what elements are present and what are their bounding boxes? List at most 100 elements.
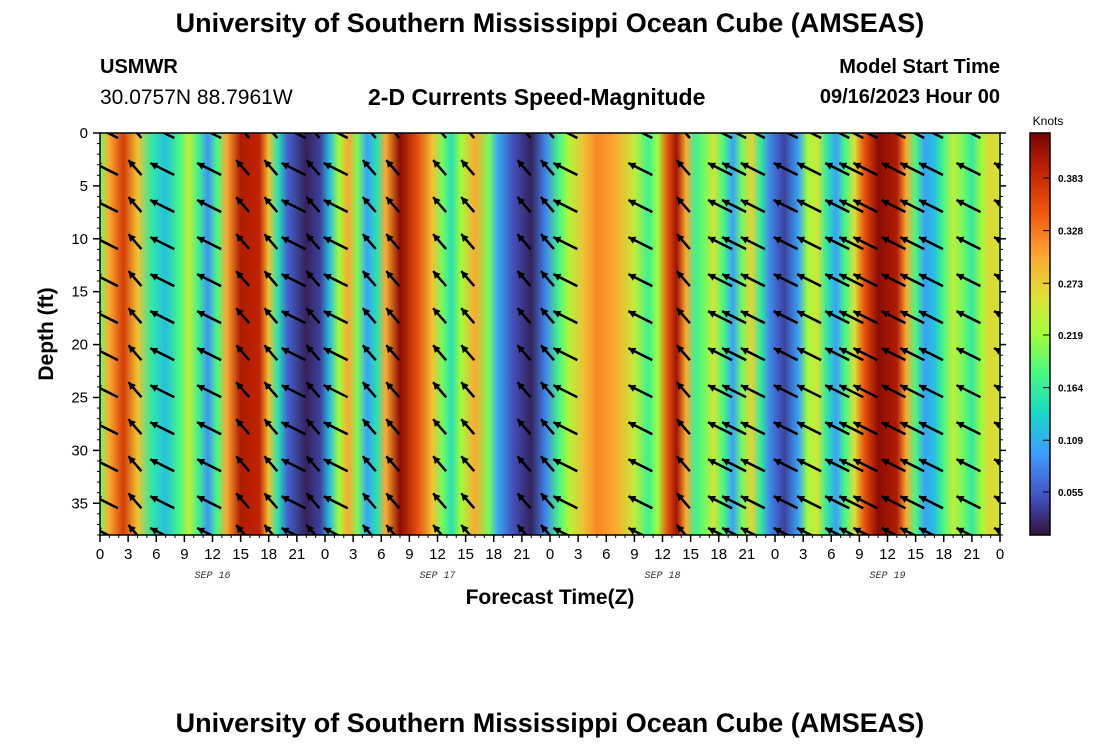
current-vector-arrow — [323, 161, 349, 177]
x-axis: 0 3 6 9 12 15 18 21 0 3 6 9 12 15 18 21 0 3 6 9 12 15 18 21 0 3 6 9… — [96, 535, 1004, 582]
current-vector-arrow — [824, 310, 850, 325]
current-vector-arrow — [305, 455, 321, 473]
current-vector-arrow — [323, 495, 349, 510]
current-vector-arrow — [552, 235, 578, 251]
current-vector-arrow — [796, 458, 822, 473]
current-vector-arrow — [852, 310, 878, 325]
current-vector-arrow — [627, 161, 653, 177]
current-vector-arrow — [773, 458, 799, 473]
current-vector-arrow — [721, 495, 747, 510]
current-vector-arrow — [361, 307, 377, 324]
y-tick-label: 15 — [71, 284, 88, 301]
current-vector-arrow — [432, 344, 448, 361]
x-tick-label: 0 — [996, 546, 1004, 563]
current-vector-arrow — [675, 270, 691, 287]
current-vector-arrow — [824, 272, 850, 288]
current-vector-arrow — [539, 270, 555, 287]
current-vector-arrow — [675, 159, 691, 176]
current-vector-arrow — [149, 347, 175, 362]
current-vector-arrow — [627, 235, 653, 251]
current-vector-arrow — [235, 159, 251, 176]
current-vector-arrow — [796, 235, 822, 251]
current-vector-arrow — [824, 347, 850, 362]
x-tick-label: 15 — [232, 546, 249, 563]
current-vector-arrow — [796, 347, 822, 362]
current-vector-arrow — [552, 198, 578, 214]
current-vector-arrow — [721, 347, 747, 362]
current-vector-arrow — [773, 495, 799, 510]
current-vector-arrow — [852, 458, 878, 473]
current-vector-arrow — [305, 159, 321, 176]
current-vector-arrow — [899, 384, 925, 399]
x-tick-label: 18 — [710, 546, 727, 563]
colorbar-bar — [1029, 132, 1051, 536]
current-vector-arrow — [369, 133, 377, 139]
current-vector-arrow — [880, 421, 907, 436]
current-vector-arrow — [361, 233, 377, 250]
current-vector-arrow — [524, 133, 532, 139]
colorbar-tick-label: 0.328 — [1058, 227, 1083, 238]
current-vector-arrow — [838, 161, 864, 177]
current-vector-arrow — [721, 421, 747, 436]
current-vector-arrow — [323, 310, 349, 325]
current-vector-arrow — [824, 421, 850, 436]
current-vector-arrow — [323, 272, 349, 288]
current-vector-arrow — [196, 310, 222, 325]
current-vector-arrow — [334, 133, 349, 140]
current-vector-arrow — [385, 159, 401, 176]
current-vector-arrow — [361, 159, 377, 176]
current-vector-arrow — [263, 159, 279, 176]
current-vector-arrow — [127, 159, 143, 176]
current-vector-arrow — [292, 133, 307, 140]
current-vector-arrow — [323, 458, 349, 473]
x-tick-label: 21 — [514, 546, 531, 563]
current-vector-arrow — [824, 495, 850, 510]
current-vector-arrow — [838, 235, 864, 251]
current-vector-arrow — [838, 495, 864, 510]
current-vector-arrow — [263, 270, 279, 287]
current-vector-arrow — [385, 418, 401, 436]
current-vector-arrow — [899, 458, 925, 473]
current-vector-arrow — [235, 233, 251, 250]
current-vector-arrow — [432, 418, 448, 436]
current-vector-arrow — [796, 198, 822, 214]
current-vector-arrow — [280, 458, 307, 473]
current-vector-arrow — [361, 455, 377, 473]
current-vector-arrow — [918, 526, 936, 535]
current-vector-arrow — [899, 526, 918, 535]
current-vector-arrow — [773, 384, 799, 399]
y-axis-title: Depth (ft) — [35, 287, 58, 380]
x-tick-label: 0 — [771, 546, 779, 563]
current-vector-arrow — [235, 492, 251, 510]
current-vector-arrow — [824, 384, 850, 399]
current-vector-arrow — [460, 344, 476, 361]
current-vector-arrow — [899, 161, 925, 177]
current-vector-arrow — [773, 198, 799, 214]
current-vector-arrow — [468, 133, 476, 139]
current-vector-arrow — [263, 307, 279, 324]
current-vector-arrow — [196, 495, 222, 510]
current-vector-arrow — [305, 492, 321, 510]
current-vector-arrow — [824, 161, 850, 177]
current-vector-arrow — [796, 421, 822, 436]
current-vector-arrow — [773, 272, 799, 288]
current-vector-arrow — [385, 455, 401, 473]
current-vector-arrow — [280, 421, 307, 436]
current-vector-arrow — [552, 272, 578, 288]
current-vector-arrow — [323, 235, 349, 251]
current-vector-arrow — [707, 347, 733, 362]
current-vector-arrow — [552, 347, 578, 362]
current-vector-arrow — [918, 235, 944, 251]
current-vector-arrow — [796, 310, 822, 325]
chart-subtitle: 2-D Currents Speed-Magnitude — [368, 84, 706, 110]
current-vector-arrow — [880, 384, 907, 399]
current-vector-arrow — [196, 272, 222, 288]
current-vector-arrow — [235, 381, 251, 399]
x-tick-label: 12 — [879, 546, 896, 563]
station-id: USMWR — [100, 56, 178, 78]
current-vector-arrow — [305, 196, 321, 213]
current-vector-arrow — [196, 161, 222, 177]
station-coordinates: 30.0757N 88.7961W — [100, 86, 293, 109]
current-vector-arrow — [675, 307, 691, 324]
current-vector-arrow — [460, 307, 476, 324]
